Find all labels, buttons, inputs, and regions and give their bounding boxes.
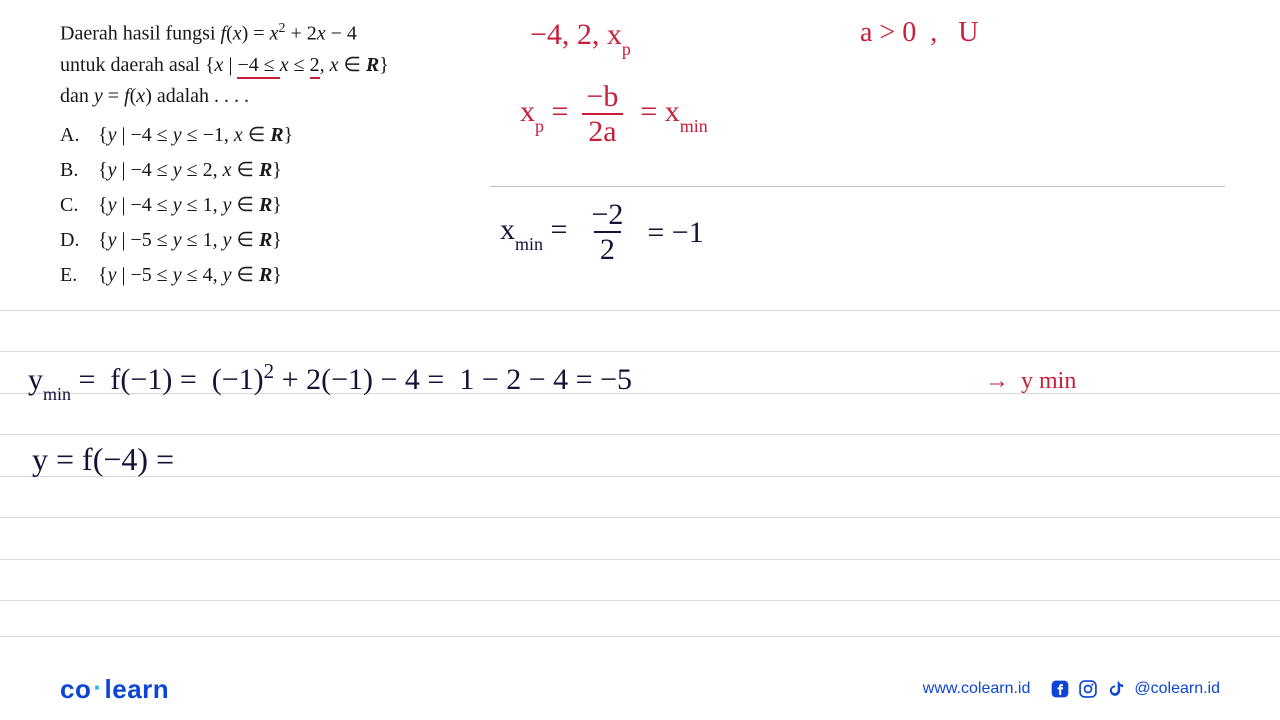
var-x: x — [136, 85, 145, 107]
text: ≤ — [289, 54, 310, 76]
logo-part-1: co — [60, 674, 91, 704]
handwriting-ymin-calc: ymin = f(−1) = (−1)2 + 2(−1) − 4 = 1 − 2… — [28, 360, 632, 401]
rule-line — [0, 559, 1280, 560]
handwriting-red-ymin-arrow: → y min — [985, 368, 1076, 394]
rule-line — [0, 434, 1280, 435]
option-label-a: A. — [60, 120, 84, 151]
text: , — [320, 54, 330, 76]
footer-right: www.colearn.id @colearn.id — [923, 679, 1220, 699]
site-url: www.colearn.id — [923, 680, 1031, 698]
logo-part-2: learn — [105, 674, 170, 704]
text: ) adalah . . . . — [145, 85, 249, 107]
rule-line — [0, 351, 1280, 352]
brand-logo: co·learn — [60, 674, 169, 705]
option-a: A. {y | −4 ≤ y ≤ −1, x ∈ R} — [60, 120, 480, 151]
option-b: B. {y | −4 ≤ y ≤ 2, x ∈ R} — [60, 155, 480, 186]
xmin-den: 2 — [594, 231, 621, 266]
problem-line-1: Daerah hasil fungsi f(x) = x2 + 2x − 4 — [60, 18, 480, 50]
set-R: R — [366, 54, 379, 76]
var-x: x — [233, 23, 242, 45]
handwriting-red-xp-formula: xp = −b 2a = xmin — [520, 80, 708, 148]
facebook-icon — [1050, 679, 1070, 699]
problem-line-2: untuk daerah asal {x | −4 ≤ x ≤ 2, x ∈ R… — [60, 50, 480, 81]
text: } — [379, 54, 389, 76]
option-text-c: {y | −4 ≤ y ≤ 1, y ∈ R} — [98, 190, 282, 221]
option-label-b: B. — [60, 155, 84, 186]
logo-dot-icon: · — [91, 672, 104, 702]
handwriting-xmin-calc: xmin = −2 2 = −1 — [500, 198, 704, 266]
option-label-c: C. — [60, 190, 84, 221]
social-handle: @colearn.id — [1134, 680, 1220, 698]
frac-den: 2a — [582, 113, 622, 148]
text: = — [103, 85, 124, 107]
social-icons: @colearn.id — [1050, 679, 1220, 699]
rule-line — [490, 186, 1225, 187]
option-text-e: {y | −5 ≤ y ≤ 4, y ∈ R} — [98, 260, 282, 291]
text: dan — [60, 85, 94, 107]
frac-num: −b — [580, 80, 624, 113]
option-d: D. {y | −5 ≤ y ≤ 1, y ∈ R} — [60, 225, 480, 256]
problem-line-3: dan y = f(x) adalah . . . . — [60, 81, 480, 112]
handwriting-yf4: y = f(−4) = — [32, 442, 174, 477]
options-list: A. {y | −4 ≤ y ≤ −1, x ∈ R} B. {y | −4 ≤… — [60, 120, 480, 291]
option-text-b: {y | −4 ≤ y ≤ 2, x ∈ R} — [98, 155, 282, 186]
option-text-d: {y | −5 ≤ y ≤ 1, y ∈ R} — [98, 225, 282, 256]
option-label-d: D. — [60, 225, 84, 256]
rule-line — [0, 600, 1280, 601]
var-x: x — [317, 23, 326, 45]
text: Daerah hasil fungsi — [60, 23, 221, 45]
xmin-num: −2 — [585, 198, 629, 231]
underlined-domain-lb: −4 ≤ — [237, 54, 279, 79]
rule-line — [0, 310, 1280, 311]
var-y: y — [94, 85, 103, 107]
xmin-result: = −1 — [647, 216, 703, 249]
tiktok-icon — [1106, 679, 1126, 699]
rule-line — [0, 476, 1280, 477]
footer: co·learn www.colearn.id @colearn.id — [0, 662, 1280, 720]
option-text-a: {y | −4 ≤ y ≤ −1, x ∈ R} — [98, 120, 293, 151]
text: ( — [226, 23, 233, 45]
text: ∈ — [338, 54, 365, 76]
text: untuk daerah asal { — [60, 54, 215, 76]
rule-line — [0, 636, 1280, 637]
handwriting-red-values: −4, 2, xp — [530, 18, 631, 56]
underlined-domain-ub: 2 — [310, 54, 320, 79]
rule-line — [0, 517, 1280, 518]
text: | — [223, 54, 237, 76]
instagram-icon — [1078, 679, 1098, 699]
text: − 4 — [326, 23, 357, 45]
handwriting-red-condition: a > 0 , U — [860, 18, 978, 49]
text: + 2 — [285, 23, 316, 45]
option-label-e: E. — [60, 260, 84, 291]
option-c: C. {y | −4 ≤ y ≤ 1, y ∈ R} — [60, 190, 480, 221]
problem-block: Daerah hasil fungsi f(x) = x2 + 2x − 4 u… — [60, 18, 480, 291]
option-e: E. {y | −5 ≤ y ≤ 4, y ∈ R} — [60, 260, 480, 291]
text: ) = — [242, 23, 270, 45]
var-x: x — [280, 54, 289, 76]
